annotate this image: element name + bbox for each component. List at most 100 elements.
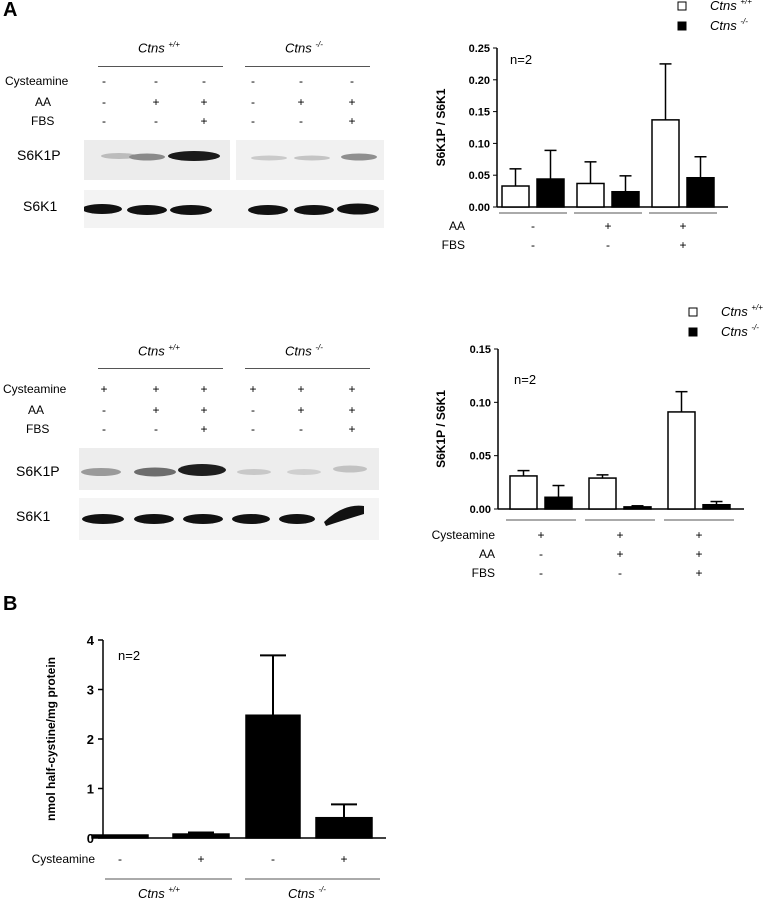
bar-3 [245,714,301,839]
bar-s2-g2 [623,506,652,510]
genotype-ko-label: Ctns -/- [285,40,323,56]
bar-4 [315,816,373,839]
y-tick-label-0: 0.00 [469,202,490,214]
genotype-wt-label-2: Ctns +/+ [138,343,180,359]
blot-sign-aa-3: + [200,403,208,417]
blot-label-total: S6K1 [23,198,58,214]
blot-sign-fbs-1: - [102,114,106,128]
blot-sign-aa-1: - [102,403,106,417]
condition-fbs-label-2: FBS [26,422,50,436]
legend-label-wt: Ctns +/+ [710,0,752,13]
blot-label-phospho-2: S6K1P [16,463,60,479]
condition-sign-fbs-g2: - [618,566,622,580]
blot-sign-fbs-6: + [348,422,356,436]
y-tick-label-5: 0.25 [469,43,490,55]
blot-sign-fbs-3: + [200,422,208,436]
bar-s2-g1 [544,496,573,510]
condition-sign-fbs-g3: + [679,238,686,252]
y-axis-label: S6K1P / S6K1 [434,88,448,166]
legend-label-ko: Ctns -/- [721,323,759,339]
y-tick-label-1: 0.05 [469,170,490,182]
blot-sign-cysteamine-5: + [297,382,305,396]
blot-2-image [79,448,379,540]
chart-a2: 0.00 0.05 0.10 0.15 S6K1P / S6K1 n=2 + - - + + - + + +… [432,303,764,580]
y-tick-label-1: 1 [87,782,94,797]
bar-s1-g1 [501,185,530,208]
blot-sign-aa-4: - [251,95,255,109]
y-tick-label-4: 4 [87,633,95,648]
blot-sign-cysteamine-6: - [350,74,354,88]
condition-sign-fbs-g2: - [606,238,610,252]
legend-swatch-wt [688,307,698,317]
panel-label-b: B [3,593,18,615]
genotype-label-ko: Ctns -/- [288,885,326,901]
bar-2 [172,833,230,839]
blot-sign-cysteamine-1: - [102,74,106,88]
blot-sign-cysteamine-1: + [100,382,108,396]
blot-sign-aa-3: + [200,95,208,109]
condition-sign-1: - [118,852,122,866]
bar-s1-g2 [588,477,617,510]
condition-sign-aa-g2: + [604,219,611,233]
y-tick-label-2: 2 [87,732,94,747]
blot-sign-cysteamine-2: + [152,382,160,396]
condition-sign-cysteamine-g2: + [616,528,623,542]
genotype-wt-divider-2 [98,368,223,369]
blot-sign-cysteamine-2: - [154,74,158,88]
blot-sign-fbs-5: - [299,422,303,436]
condition-sign-4: + [340,852,347,866]
bar-s2-g3 [702,503,731,510]
genotype-label-wt: Ctns +/+ [138,885,180,901]
blot-sign-cysteamine-6: + [348,382,356,396]
blot-sign-fbs-5: - [299,114,303,128]
y-tick-label-3: 3 [87,683,94,698]
blot-sign-fbs-1: - [102,422,106,436]
blot-sign-fbs-6: + [348,114,356,128]
n-annotation: n=2 [514,372,536,387]
blot-sign-fbs-4: - [251,422,255,436]
condition-label-cysteamine: Cysteamine [32,852,96,866]
blot-sign-cysteamine-4: + [249,382,257,396]
y-axis-label: S6K1P / S6K1 [434,390,448,468]
blot-sign-aa-4: - [251,403,255,417]
genotype-ko-divider [245,66,370,67]
y-tick-label-0: 0 [87,831,94,846]
blot-sign-fbs-3: + [200,114,208,128]
condition-aa-label-2: AA [28,403,45,417]
y-tick-label-3: 0.15 [470,344,491,356]
blot-sign-aa-1: - [102,95,106,109]
genotype-ko-divider-2 [245,368,370,369]
y-tick-label-1: 0.05 [470,451,491,463]
blot-sign-aa-6: + [348,403,356,417]
condition-sign-2: + [197,852,204,866]
condition-label-fbs: FBS [472,566,495,580]
blot-sign-fbs-2: - [154,114,158,128]
chart-a1: 0.00 0.05 0.10 0.15 0.20 0.25 S6K1P / S6K1 n=2 -… [434,0,752,252]
bar-s2-g2 [611,190,640,208]
condition-sign-aa-g1: - [539,547,543,561]
condition-label-cysteamine: Cysteamine [432,528,496,542]
panel-label-a: A [3,0,18,21]
legend-swatch-wt [677,1,687,11]
blot-sign-cysteamine-3: - [202,74,206,88]
blot-1-image [84,140,384,228]
blot-sign-fbs-2: - [154,422,158,436]
legend-label-ko: Ctns -/- [710,17,748,33]
condition-sign-aa-g3: + [679,219,686,233]
condition-fbs-label: FBS [31,114,55,128]
y-tick-label-2: 0.10 [470,397,491,409]
n-annotation: n=2 [510,52,532,67]
genotype-ko-label-2: Ctns -/- [285,343,323,359]
y-tick-label-3: 0.15 [469,107,490,119]
bar-s1-g1 [509,475,538,510]
blot-sign-aa-5: + [297,95,305,109]
blot-sign-cysteamine-4: - [251,74,255,88]
blot-sign-aa-6: + [348,95,356,109]
legend-swatch-ko [688,327,698,337]
condition-sign-fbs-g1: - [539,566,543,580]
y-tick-label-2: 0.10 [469,138,490,150]
condition-cysteamine-label: Cysteamine [5,74,69,88]
n-annotation: n=2 [118,648,140,663]
condition-label-fbs: FBS [442,238,465,252]
genotype-wt-divider [98,66,223,67]
